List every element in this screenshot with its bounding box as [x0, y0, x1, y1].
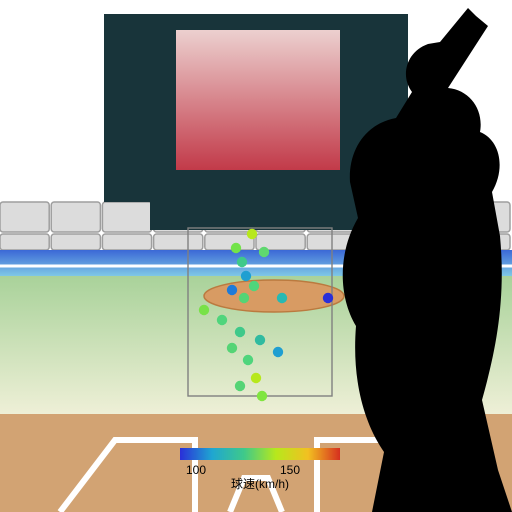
pitch-point: [257, 391, 267, 401]
stand-segment: [51, 202, 100, 232]
pitch-point: [277, 293, 287, 303]
stand-segment: [51, 234, 100, 250]
colorbar: [180, 448, 340, 460]
scoreboard-neck: [150, 202, 362, 230]
scoreboard-screen: [176, 30, 340, 170]
stand-segment: [0, 234, 49, 250]
colorbar-tick: 100: [186, 463, 206, 477]
pitch-point: [231, 243, 241, 253]
pitch-point: [249, 281, 259, 291]
stand-segment: [205, 234, 254, 250]
pitch-point: [199, 305, 209, 315]
stand-segment: [102, 202, 151, 232]
stand-segment: [154, 234, 203, 250]
colorbar-label: 球速(km/h): [231, 477, 289, 491]
pitch-point: [227, 343, 237, 353]
pitch-point: [273, 347, 283, 357]
stand-segment: [0, 202, 49, 232]
pitch-point: [243, 355, 253, 365]
pitch-point: [239, 293, 249, 303]
pitch-point: [255, 335, 265, 345]
pitch-point: [241, 271, 251, 281]
pitch-point: [227, 285, 237, 295]
pitch-point: [259, 247, 269, 257]
pitch-point: [217, 315, 227, 325]
colorbar-tick: 150: [280, 463, 300, 477]
pitch-point: [235, 381, 245, 391]
pitchers-mound: [204, 280, 344, 312]
pitch-point: [247, 229, 257, 239]
pitch-point: [323, 293, 333, 303]
pitch-point: [237, 257, 247, 267]
pitch-point: [251, 373, 261, 383]
pitch-point: [235, 327, 245, 337]
stand-segment: [102, 234, 151, 250]
